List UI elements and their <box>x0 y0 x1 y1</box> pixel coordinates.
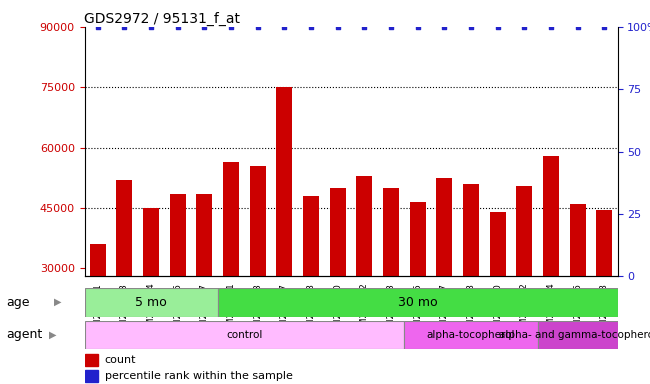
Text: percentile rank within the sample: percentile rank within the sample <box>105 371 292 381</box>
Bar <box>196 194 213 384</box>
Point <box>306 24 317 30</box>
Text: GDS2972 / 95131_f_at: GDS2972 / 95131_f_at <box>84 12 240 26</box>
Bar <box>218 288 618 317</box>
Text: 30 mo: 30 mo <box>398 296 437 309</box>
Text: alpha-tocopherol: alpha-tocopherol <box>426 330 515 340</box>
Bar <box>463 184 479 384</box>
Point <box>599 24 610 30</box>
Text: alpha- and gamma-tocopherol: alpha- and gamma-tocopherol <box>499 330 650 340</box>
Bar <box>516 186 532 384</box>
Bar <box>330 188 346 384</box>
Bar <box>143 208 159 384</box>
Bar <box>410 202 426 384</box>
Point <box>146 24 157 30</box>
Point <box>173 24 183 30</box>
Bar <box>250 166 266 384</box>
Point <box>280 24 290 30</box>
Bar <box>276 87 292 384</box>
Bar <box>84 321 404 349</box>
Bar <box>489 212 506 384</box>
Point <box>199 24 209 30</box>
Bar <box>596 210 612 384</box>
Point <box>412 24 423 30</box>
Point <box>386 24 396 30</box>
Bar <box>116 180 133 384</box>
Point <box>359 24 369 30</box>
Bar <box>538 321 618 349</box>
Bar <box>436 178 452 384</box>
Bar <box>303 196 319 384</box>
Point <box>439 24 450 30</box>
Bar <box>223 162 239 384</box>
Point <box>252 24 263 30</box>
Bar <box>383 188 399 384</box>
Point <box>332 24 343 30</box>
Text: agent: agent <box>6 328 43 341</box>
Text: ▶: ▶ <box>49 330 57 340</box>
Bar <box>90 244 106 384</box>
Bar <box>84 288 218 317</box>
Text: 5 mo: 5 mo <box>135 296 167 309</box>
Bar <box>84 370 98 382</box>
Point <box>519 24 529 30</box>
Text: count: count <box>105 355 136 365</box>
Bar <box>170 194 186 384</box>
Point <box>493 24 503 30</box>
Bar <box>404 321 538 349</box>
Point <box>226 24 237 30</box>
Point <box>120 24 130 30</box>
Point <box>546 24 556 30</box>
Bar <box>543 156 559 384</box>
Bar <box>569 204 586 384</box>
Text: ▶: ▶ <box>54 297 62 307</box>
Text: control: control <box>226 330 263 340</box>
Point <box>573 24 583 30</box>
Point <box>465 24 476 30</box>
Text: age: age <box>6 296 30 309</box>
Point <box>92 24 103 30</box>
Bar <box>84 354 98 366</box>
Bar <box>356 176 372 384</box>
